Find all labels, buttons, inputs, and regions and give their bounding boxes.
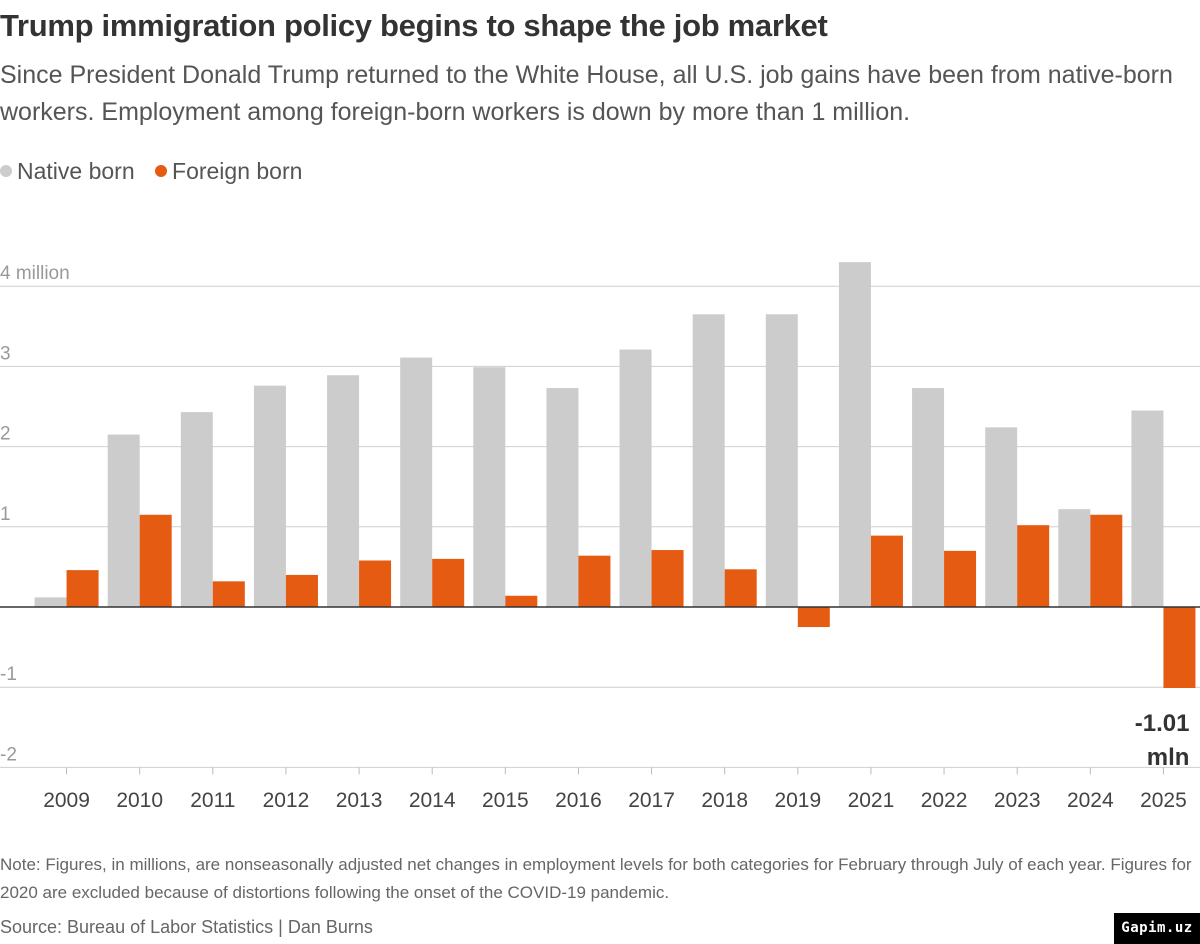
bar-foreign-born <box>139 514 172 607</box>
legend-swatch-native <box>0 165 12 177</box>
bar-native-born <box>327 375 360 607</box>
legend-label-foreign: Foreign born <box>172 158 303 184</box>
bar-native-born <box>619 349 652 607</box>
y-tick-label: 1 <box>0 504 11 525</box>
bar-foreign-born <box>944 550 977 607</box>
bar-native-born <box>1058 509 1091 607</box>
bar-native-born <box>400 357 433 607</box>
legend-item-native: Native born <box>0 158 135 185</box>
x-tick-label: 2015 <box>482 789 529 812</box>
bar-foreign-born <box>212 581 245 607</box>
bar-foreign-born <box>651 550 684 607</box>
bar-foreign-born <box>1090 514 1123 607</box>
annotation-unit: mln <box>1147 744 1190 771</box>
bar-native-born <box>180 412 213 607</box>
bar-foreign-born <box>505 595 538 607</box>
bar-foreign-born <box>285 574 318 607</box>
bar-foreign-born <box>870 535 903 607</box>
bar-native-born <box>473 367 506 607</box>
annotation-value: -1.01 <box>1135 710 1190 737</box>
bar-foreign-born <box>724 569 757 607</box>
x-tick-label: 2024 <box>1067 789 1114 812</box>
bar-native-born <box>546 388 579 607</box>
bar-foreign-born <box>1017 525 1050 607</box>
x-tick-label: 2022 <box>921 789 968 812</box>
bar-foreign-born <box>1163 607 1196 689</box>
x-tick-label: 2018 <box>701 789 748 812</box>
bar-foreign-born <box>578 555 611 607</box>
bar-foreign-born <box>797 607 830 628</box>
x-tick-label: 2009 <box>43 789 90 812</box>
bar-native-born <box>765 314 798 607</box>
y-tick-label: 2 <box>0 424 11 445</box>
x-tick-label: 2023 <box>994 789 1041 812</box>
x-tick-label: 2010 <box>116 789 163 812</box>
y-tick-label: -2 <box>0 744 17 765</box>
chart-subtitle: Since President Donald Trump returned to… <box>0 61 1173 126</box>
bar-native-born <box>912 388 945 607</box>
x-tick-label: 2016 <box>555 789 602 812</box>
bar-foreign-born <box>66 570 99 607</box>
y-tick-label: 3 <box>0 343 11 364</box>
x-tick-label: 2012 <box>263 789 310 812</box>
x-tick-label: 2025 <box>1140 789 1187 812</box>
bar-native-born <box>34 597 67 607</box>
legend: Native born Foreign born <box>0 158 316 185</box>
legend-item-foreign: Foreign born <box>155 158 302 185</box>
bar-native-born <box>838 262 871 607</box>
legend-label-native: Native born <box>17 158 135 184</box>
bar-native-born <box>1131 410 1164 607</box>
bar-native-born <box>253 385 286 607</box>
bar-native-born <box>692 314 725 607</box>
bar-native-born <box>107 434 140 607</box>
bar-foreign-born <box>359 560 392 607</box>
x-tick-label: 2021 <box>848 789 895 812</box>
x-tick-label: 2014 <box>409 789 456 812</box>
x-tick-label: 2011 <box>190 789 235 812</box>
x-tick-label: 2013 <box>336 789 383 812</box>
chart-note: Note: Figures, in millions, are nonseaso… <box>0 855 1192 902</box>
bar-chart: 4 million 3 2 1 -1 -2 2009 2010 2011 2012 2013 2014… <box>0 262 1200 812</box>
x-tick-label: 2019 <box>774 789 821 812</box>
y-tick-label: 4 million <box>0 263 70 284</box>
legend-swatch-foreign <box>155 165 168 177</box>
bar-foreign-born <box>432 558 465 607</box>
bar-native-born <box>985 427 1018 607</box>
watermark: Gapim.uz <box>1114 913 1200 944</box>
y-tick-label: -1 <box>0 664 17 685</box>
chart-source: Source: Bureau of Labor Statistics | Dan… <box>0 917 373 937</box>
x-tick-label: 2017 <box>628 789 675 812</box>
chart-title: Trump immigration policy begins to shape… <box>0 8 828 43</box>
